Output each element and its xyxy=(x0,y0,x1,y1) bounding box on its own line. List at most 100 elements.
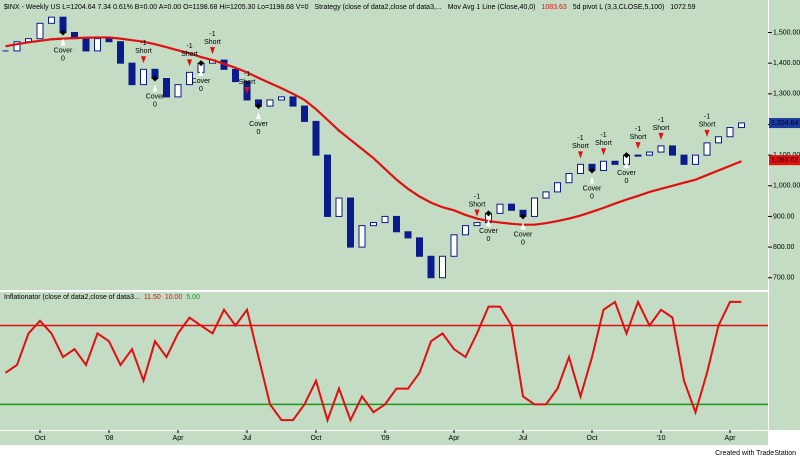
y-tick-label: 1,400.00 xyxy=(773,60,800,67)
signal-label: Short xyxy=(653,125,670,132)
cover-arrow xyxy=(624,161,629,169)
y-tick-label: 900.00 xyxy=(773,213,795,220)
candle xyxy=(105,38,113,43)
candle xyxy=(738,122,745,129)
last-value-box xyxy=(769,155,800,166)
y-tick-label: 800.00 xyxy=(773,244,795,251)
candle xyxy=(335,197,343,217)
signal-qty: -1 xyxy=(186,43,192,50)
cover-dot xyxy=(198,60,204,67)
short-arrow xyxy=(704,129,710,137)
header-text: Inflationator (close of data2,close of d… xyxy=(4,294,140,301)
signal-label: Cover xyxy=(54,47,73,54)
indicator-line xyxy=(4,299,742,424)
cover-arrow xyxy=(520,222,526,230)
candle xyxy=(450,234,458,257)
candle xyxy=(13,41,21,52)
signal-qty: -1 xyxy=(209,31,215,38)
last-value-label: 1,204.64 xyxy=(771,120,798,127)
signal-qty: 0 xyxy=(199,86,203,93)
candle xyxy=(278,96,285,101)
short-arrow xyxy=(601,148,606,156)
candle xyxy=(692,154,699,165)
signal-label: Cover xyxy=(617,170,636,177)
candle xyxy=(462,225,469,236)
price-panel xyxy=(0,0,768,290)
footer: Created with TradeStation xyxy=(715,450,796,457)
signal-qty: 0 xyxy=(257,129,261,136)
signal-qty: -1 xyxy=(600,132,606,139)
header-text: $INX - Weekly US L=1204.64 7.34 0.61% B=… xyxy=(4,4,309,11)
x-tick-label: Oct xyxy=(35,435,46,442)
signal-label: Short xyxy=(239,79,256,86)
x-tick-label: '09 xyxy=(380,435,389,442)
header-text: 5.00 xyxy=(186,294,200,301)
indicator-header: Inflationator (close of data2,close of d… xyxy=(4,294,200,301)
cover-dot xyxy=(623,152,630,159)
candle xyxy=(140,68,147,86)
signal-qty: -1 xyxy=(577,135,583,142)
axis-panel xyxy=(769,0,800,430)
candle xyxy=(128,62,136,86)
candle xyxy=(508,203,515,211)
candle xyxy=(646,151,653,156)
cover-arrow xyxy=(256,112,261,120)
candle xyxy=(427,255,435,279)
short-arrow xyxy=(635,142,641,150)
candle xyxy=(82,38,90,52)
signal-label: Short xyxy=(699,122,716,129)
header-text: Strategy (close of data2,close of data3,… xyxy=(315,4,442,11)
cover-arrow xyxy=(198,69,204,77)
candle xyxy=(726,127,734,138)
signal-label: Short xyxy=(630,134,647,141)
candle xyxy=(393,215,400,233)
candle xyxy=(703,142,711,156)
candle xyxy=(232,68,239,83)
last-value-label: 1,083.63 xyxy=(771,157,798,164)
cover-dot xyxy=(520,213,526,220)
candle xyxy=(577,163,584,175)
candle xyxy=(404,231,412,239)
cover-dot xyxy=(589,167,595,174)
candle xyxy=(163,78,170,98)
candle xyxy=(416,237,423,257)
x-tick-label: Jul xyxy=(243,435,252,442)
y-tick-label: 700.00 xyxy=(773,275,795,282)
last-value-box xyxy=(769,118,800,129)
signal-label: Cover xyxy=(583,185,602,192)
cover-arrow xyxy=(60,38,66,46)
x-tick-label: Apr xyxy=(173,435,185,442)
signal-qty: -1 xyxy=(635,126,641,133)
header-text: 1072.59 xyxy=(670,4,695,11)
y-tick-label: 1,500.00 xyxy=(773,29,800,36)
candle xyxy=(174,84,182,98)
short-arrow xyxy=(474,209,480,217)
indicator-panel xyxy=(0,292,768,430)
signal-label: Cover xyxy=(192,78,211,85)
candle xyxy=(48,16,55,24)
signal-qty: 0 xyxy=(61,55,65,62)
signal-qty: 0 xyxy=(590,193,594,200)
header-text: 1083.63 xyxy=(541,4,566,11)
signal-label: Cover xyxy=(479,228,498,235)
short-arrow xyxy=(210,47,215,55)
x-tick-label: '08 xyxy=(104,435,113,442)
x-tick-label: '10 xyxy=(656,435,665,442)
candle xyxy=(554,182,561,193)
signal-qty: 0 xyxy=(521,239,525,246)
cover-arrow xyxy=(152,84,158,92)
signal-label: Short xyxy=(204,39,221,46)
cover-dot xyxy=(152,75,158,82)
candle xyxy=(266,99,274,107)
y-tick-label: 1,000.00 xyxy=(773,183,800,190)
signal-label: Cover xyxy=(249,121,268,128)
candle xyxy=(565,173,573,184)
signal-label: Short xyxy=(181,51,198,58)
signal-label: Short xyxy=(595,140,612,147)
candle xyxy=(117,41,124,64)
candle xyxy=(324,154,331,217)
short-arrow xyxy=(244,86,250,94)
signal-qty: 0 xyxy=(625,178,629,185)
short-arrow xyxy=(658,132,664,140)
